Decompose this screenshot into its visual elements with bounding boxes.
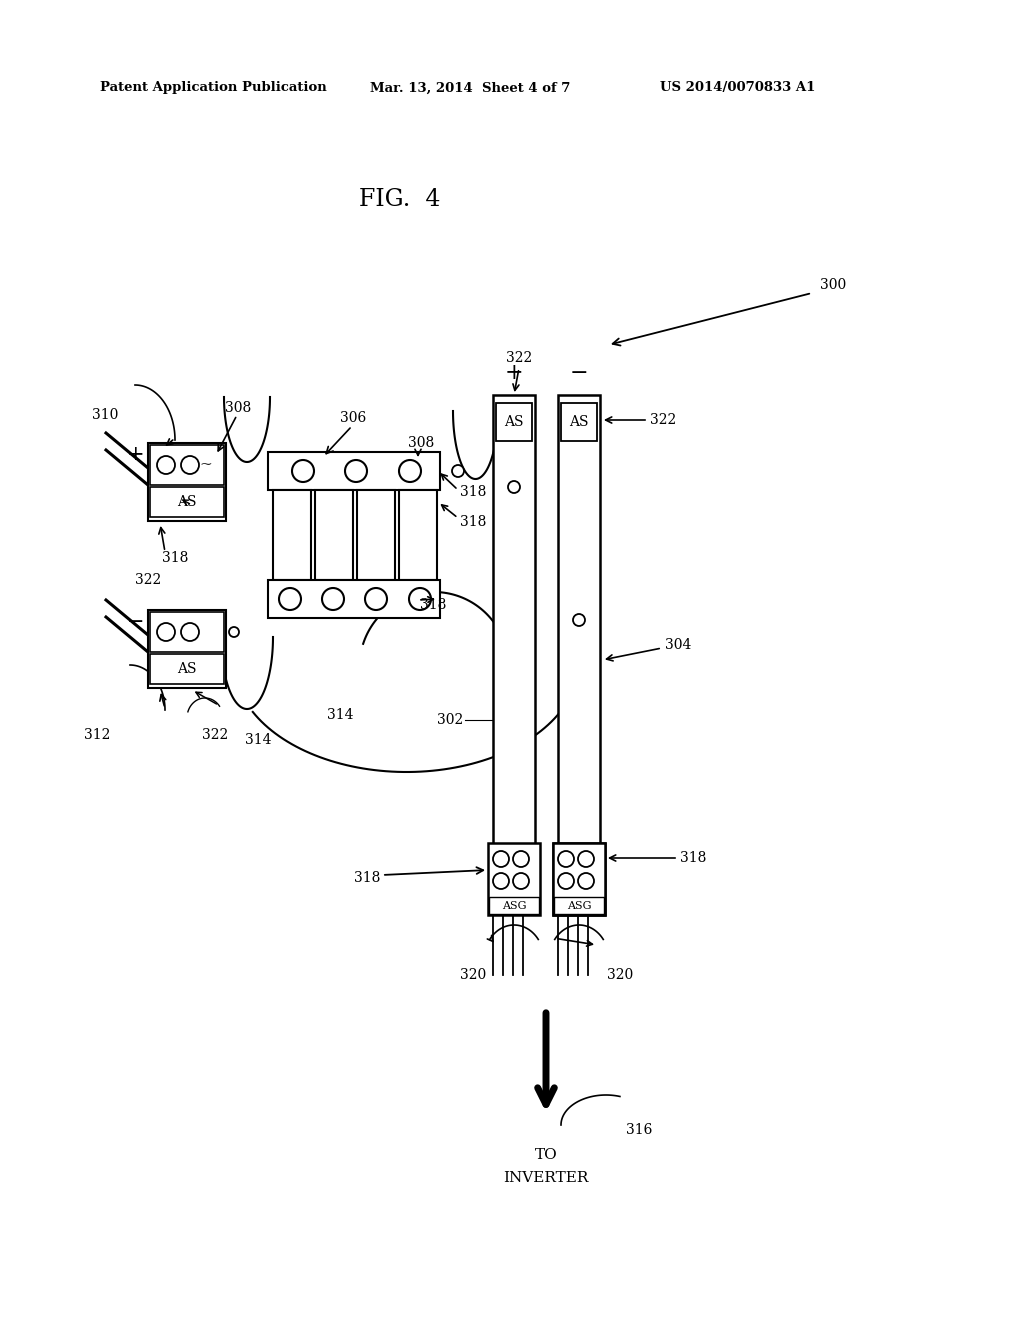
Bar: [489, 898, 539, 913]
Circle shape: [573, 614, 585, 626]
Text: 308: 308: [408, 436, 434, 450]
Circle shape: [578, 873, 594, 888]
Text: 322: 322: [135, 573, 161, 587]
Bar: [558, 395, 600, 884]
Text: 318: 318: [353, 871, 380, 884]
Text: 318: 318: [162, 550, 188, 565]
Text: 316: 316: [626, 1123, 652, 1137]
Text: 310: 310: [91, 408, 118, 422]
Bar: [488, 843, 540, 915]
Bar: [273, 490, 311, 579]
Circle shape: [508, 480, 520, 492]
Bar: [553, 843, 605, 915]
Text: −: −: [127, 612, 144, 631]
Text: 312: 312: [84, 729, 110, 742]
Circle shape: [229, 627, 239, 638]
Text: AS: AS: [177, 663, 197, 676]
Bar: [268, 451, 440, 490]
Text: 320: 320: [460, 968, 486, 982]
Circle shape: [558, 851, 574, 867]
Text: AS: AS: [569, 414, 589, 429]
Text: 322: 322: [506, 351, 532, 366]
Bar: [561, 403, 597, 441]
Bar: [496, 403, 532, 441]
Circle shape: [181, 455, 199, 474]
Circle shape: [181, 623, 199, 642]
Text: 308: 308: [225, 401, 251, 414]
Text: 318: 318: [680, 851, 707, 865]
Text: AS: AS: [177, 495, 197, 510]
Text: 318: 318: [460, 515, 486, 529]
Text: 304: 304: [665, 638, 691, 652]
Text: 322: 322: [202, 729, 228, 742]
Text: Patent Application Publication: Patent Application Publication: [100, 82, 327, 95]
Text: TO: TO: [535, 1148, 557, 1162]
Bar: [399, 490, 437, 579]
Text: FIG.  4: FIG. 4: [359, 189, 440, 211]
Circle shape: [513, 873, 529, 888]
Text: −: −: [569, 362, 589, 384]
Circle shape: [513, 851, 529, 867]
Circle shape: [578, 851, 594, 867]
Text: 318: 318: [420, 598, 446, 612]
Text: 314: 314: [245, 733, 271, 747]
Bar: [493, 395, 535, 884]
Text: 314: 314: [327, 708, 353, 722]
Circle shape: [399, 459, 421, 482]
Bar: [554, 898, 604, 913]
Circle shape: [452, 465, 464, 477]
Bar: [553, 843, 605, 915]
Circle shape: [292, 459, 314, 482]
Text: 318: 318: [460, 484, 486, 499]
Text: INVERTER: INVERTER: [504, 1171, 589, 1185]
Bar: [150, 653, 224, 684]
Text: Mar. 13, 2014  Sheet 4 of 7: Mar. 13, 2014 Sheet 4 of 7: [370, 82, 570, 95]
Text: +: +: [505, 362, 523, 384]
Bar: [150, 487, 224, 517]
Circle shape: [558, 873, 574, 888]
Circle shape: [493, 851, 509, 867]
Bar: [148, 444, 226, 521]
Bar: [150, 612, 224, 652]
Bar: [315, 490, 353, 579]
Circle shape: [493, 873, 509, 888]
Text: 300: 300: [820, 279, 846, 292]
Text: 320: 320: [607, 968, 633, 982]
Circle shape: [322, 587, 344, 610]
Text: US 2014/0070833 A1: US 2014/0070833 A1: [660, 82, 815, 95]
Circle shape: [345, 459, 367, 482]
Bar: [148, 610, 226, 688]
Bar: [150, 445, 224, 484]
Text: AS: AS: [504, 414, 523, 429]
Text: 302: 302: [437, 713, 463, 727]
Bar: [268, 579, 440, 618]
Circle shape: [279, 587, 301, 610]
Circle shape: [365, 587, 387, 610]
Text: ~: ~: [200, 458, 212, 473]
Text: ASG: ASG: [566, 902, 591, 911]
Circle shape: [157, 455, 175, 474]
Text: +: +: [127, 446, 144, 465]
Text: 322: 322: [650, 413, 676, 426]
Bar: [357, 490, 395, 579]
Text: ASG: ASG: [502, 902, 526, 911]
Text: 306: 306: [340, 411, 367, 425]
Circle shape: [157, 623, 175, 642]
Circle shape: [409, 587, 431, 610]
